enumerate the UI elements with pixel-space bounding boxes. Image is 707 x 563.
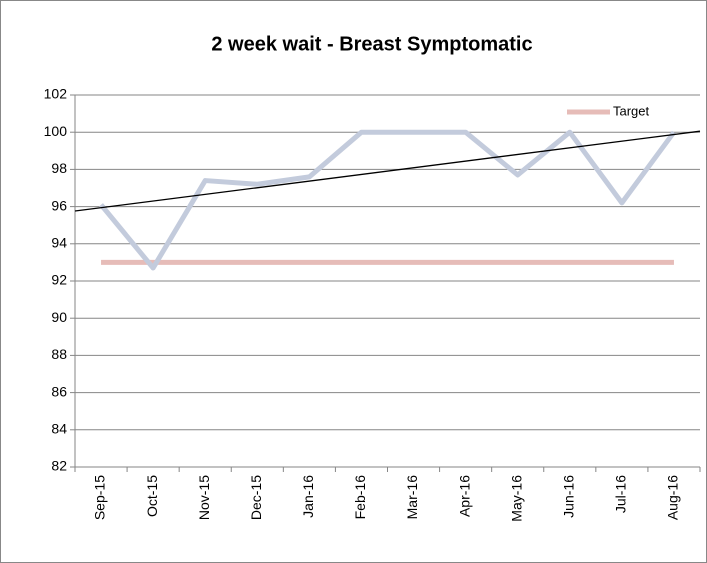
y-tick-label: 100	[44, 123, 68, 139]
y-tick-label: 90	[51, 309, 67, 325]
x-tick-label: Apr-16	[456, 475, 472, 517]
x-tick-label: Jan-16	[300, 475, 316, 518]
y-tick-label: 94	[51, 235, 67, 251]
x-tick-label: Jul-16	[613, 475, 629, 513]
x-tick-label: Mar-16	[404, 475, 420, 520]
y-tick-label: 86	[51, 383, 67, 399]
y-tick-label: 84	[51, 421, 67, 437]
trend-line	[74, 130, 701, 212]
legend-label: Target	[613, 103, 650, 118]
y-tick-label: 96	[51, 197, 67, 213]
x-tick-label: Feb-16	[352, 475, 368, 520]
x-tick-label: Aug-16	[665, 475, 681, 520]
x-tick-label: Dec-15	[248, 475, 264, 520]
y-tick-label: 92	[51, 272, 67, 288]
y-tick-label: 82	[51, 458, 67, 474]
x-tick-label: Jun-16	[560, 475, 576, 518]
y-tick-label: 98	[51, 160, 67, 176]
y-tick-label: 102	[44, 86, 68, 102]
x-tick-label: May-16	[508, 475, 524, 522]
chart-title: 2 week wait - Breast Symptomatic	[211, 33, 532, 55]
x-tick-label: Oct-15	[144, 475, 160, 517]
y-tick-label: 88	[51, 346, 67, 362]
x-tick-label: Nov-15	[196, 475, 212, 520]
x-tick-label: Sep-15	[92, 475, 108, 520]
